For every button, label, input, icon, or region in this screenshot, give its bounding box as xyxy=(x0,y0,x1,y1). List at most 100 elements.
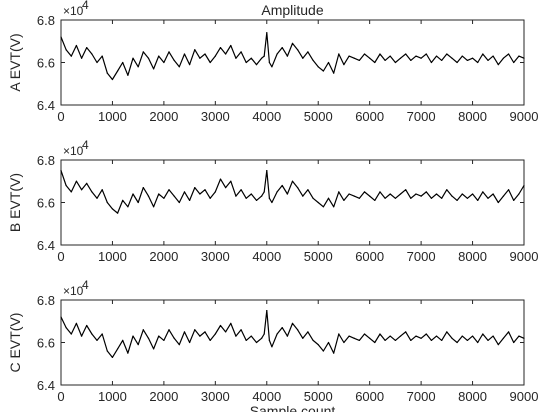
y-tick-label: 6.4 xyxy=(37,238,55,253)
data-point xyxy=(435,335,438,337)
data-point xyxy=(507,189,510,191)
data-point xyxy=(348,55,350,57)
data-point xyxy=(389,55,391,57)
data-point xyxy=(415,193,417,195)
y-tick-label: 6.8 xyxy=(37,293,55,308)
data-point xyxy=(405,331,407,333)
data-point xyxy=(106,350,108,352)
data-point xyxy=(281,327,283,329)
data-point xyxy=(96,339,98,341)
data-point xyxy=(399,57,402,59)
data-point xyxy=(291,42,294,44)
data-point xyxy=(60,316,62,318)
data-point xyxy=(116,70,119,72)
data-point xyxy=(353,195,355,197)
x-tick-label: 8000 xyxy=(458,109,487,124)
data-point xyxy=(420,57,422,59)
data-point xyxy=(477,341,479,344)
y-tick-label: 6.8 xyxy=(37,153,55,168)
x-tick-label: 2000 xyxy=(149,249,178,264)
y-exponent-label: ×10 xyxy=(63,4,84,18)
data-point xyxy=(507,331,510,333)
data-point xyxy=(518,193,520,195)
data-point xyxy=(358,59,360,61)
data-point xyxy=(80,335,83,337)
data-point xyxy=(65,184,67,187)
data-point xyxy=(122,199,124,201)
data-point xyxy=(384,59,386,61)
data-point xyxy=(219,324,222,327)
data-point xyxy=(502,337,505,339)
data-point xyxy=(394,61,396,64)
data-point xyxy=(451,195,453,197)
x-tick-label: 6000 xyxy=(355,389,384,404)
data-point xyxy=(91,191,93,193)
data-point xyxy=(266,32,268,34)
data-point xyxy=(394,339,396,341)
data-point xyxy=(230,322,232,324)
data-point xyxy=(286,335,288,337)
data-point xyxy=(338,53,340,55)
data-point xyxy=(60,36,62,38)
x-tick-label: 5000 xyxy=(304,109,333,124)
data-point xyxy=(302,337,304,339)
data-point xyxy=(461,335,463,337)
data-point xyxy=(312,197,314,199)
x-tick-label: 9000 xyxy=(510,389,539,404)
data-point xyxy=(106,72,108,74)
y-axis-title: C EVT(V) xyxy=(7,313,23,373)
data-point xyxy=(189,341,191,344)
data-point xyxy=(302,57,304,59)
data-point xyxy=(405,189,407,191)
data-point xyxy=(168,329,170,331)
x-tick-label: 3000 xyxy=(201,249,230,264)
x-tick-label: 9000 xyxy=(510,109,539,124)
data-point xyxy=(482,53,484,55)
data-point xyxy=(276,333,278,335)
data-point xyxy=(268,339,270,341)
data-point xyxy=(240,51,242,53)
data-point xyxy=(268,61,270,64)
data-point xyxy=(96,61,98,64)
data-point xyxy=(492,193,494,195)
y-exponent-power: 4 xyxy=(82,0,89,12)
data-point xyxy=(271,201,273,204)
data-point xyxy=(482,191,484,193)
data-point xyxy=(225,187,227,189)
x-tick-label: 8000 xyxy=(458,249,487,264)
axes-box-2 xyxy=(60,159,525,246)
data-point xyxy=(209,339,211,341)
data-point xyxy=(327,341,330,344)
data-point xyxy=(255,341,258,344)
data-point xyxy=(116,348,119,350)
data-point xyxy=(250,335,252,337)
data-point xyxy=(245,61,247,64)
x-tick-label: 7000 xyxy=(407,249,436,264)
x-tick-label: 7000 xyxy=(407,389,436,404)
y-axis-title: A EVT(V) xyxy=(7,33,23,91)
data-point xyxy=(518,335,520,337)
data-point xyxy=(209,61,211,64)
data-point xyxy=(153,206,155,208)
data-point xyxy=(502,195,505,197)
data-point xyxy=(147,57,150,59)
data-point xyxy=(410,197,412,199)
data-point xyxy=(389,193,391,195)
data-point xyxy=(137,201,139,204)
data-point xyxy=(369,337,371,339)
data-point xyxy=(132,335,134,337)
x-tick-label: 0 xyxy=(57,249,64,264)
axes-box-3 xyxy=(60,299,525,386)
data-point xyxy=(163,61,165,64)
data-point xyxy=(281,184,283,187)
data-point xyxy=(477,199,479,201)
data-point xyxy=(235,195,237,197)
data-point xyxy=(261,337,263,339)
y-axis-title: B EVT(V) xyxy=(7,173,23,232)
data-point xyxy=(255,199,258,201)
data-point xyxy=(132,57,134,59)
x-tick-label: 2000 xyxy=(149,109,178,124)
data-point xyxy=(173,195,175,197)
data-point xyxy=(487,197,489,199)
data-point xyxy=(374,341,376,344)
